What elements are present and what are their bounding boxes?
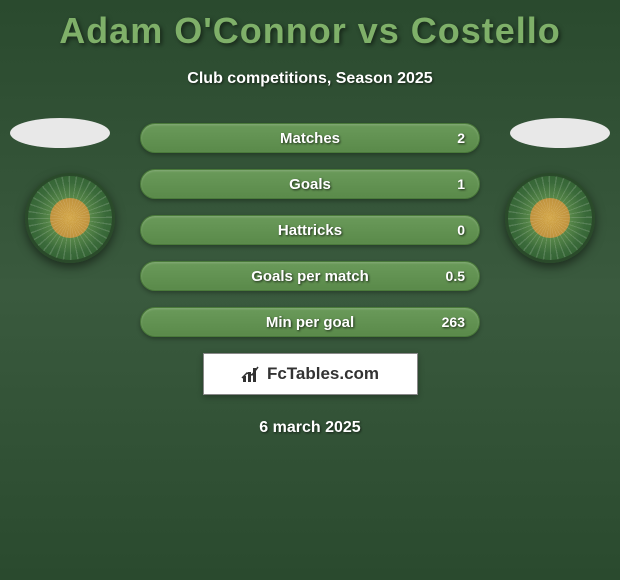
brand-label: FcTables.com: [267, 364, 379, 384]
stat-row-goals: Goals 1: [140, 169, 480, 199]
brand-attribution[interactable]: FcTables.com: [203, 353, 418, 395]
stat-label: Hattricks: [278, 222, 342, 239]
page-title: Adam O'Connor vs Costello: [0, 0, 620, 52]
stat-label: Min per goal: [266, 314, 354, 331]
player-left-shadow: [10, 118, 110, 148]
stat-row-hattricks: Hattricks 0: [140, 215, 480, 245]
stat-label: Matches: [280, 130, 340, 147]
subtitle: Club competitions, Season 2025: [0, 70, 620, 88]
player-right-shadow: [510, 118, 610, 148]
date-label: 6 march 2025: [0, 419, 620, 437]
comparison-content: Matches 2 Goals 1 Hattricks 0 Goals per …: [0, 118, 620, 437]
stat-value: 2: [457, 130, 465, 146]
stat-value: 0: [457, 222, 465, 238]
stat-row-min-per-goal: Min per goal 263: [140, 307, 480, 337]
stat-value: 0.5: [446, 268, 465, 284]
stats-list: Matches 2 Goals 1 Hattricks 0 Goals per …: [140, 118, 480, 337]
stat-row-matches: Matches 2: [140, 123, 480, 153]
stat-value: 263: [442, 314, 465, 330]
club-badge-left: [25, 173, 115, 263]
club-badge-right: [505, 173, 595, 263]
stat-value: 1: [457, 176, 465, 192]
bar-chart-icon: [241, 364, 261, 384]
stat-label: Goals per match: [251, 268, 369, 285]
stat-label: Goals: [289, 176, 331, 193]
stat-row-goals-per-match: Goals per match 0.5: [140, 261, 480, 291]
